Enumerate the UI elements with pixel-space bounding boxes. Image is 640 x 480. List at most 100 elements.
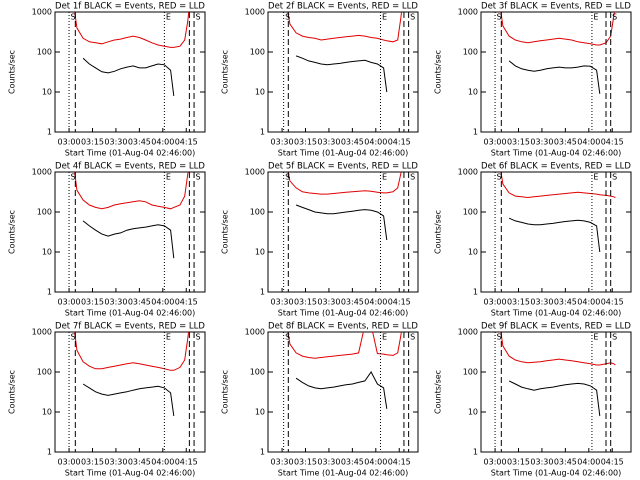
series-line	[508, 60, 601, 94]
x-tick-label: 03:15	[294, 138, 317, 147]
x-tick-label: 03:15	[81, 458, 104, 467]
x-tick-label: 04:00	[151, 298, 174, 307]
x-tick-label: 03:45	[554, 298, 577, 307]
x-tick-label: 04:00	[364, 138, 387, 147]
series-line	[82, 220, 175, 259]
series-line	[500, 12, 615, 46]
x-tick-label: 03:30	[530, 138, 553, 147]
x-tick-label: 03:30	[271, 138, 294, 147]
series-line	[295, 55, 388, 93]
y-tick-label: 1000	[458, 8, 478, 17]
series-line	[287, 172, 402, 195]
x-tick-label: 03:30	[317, 298, 340, 307]
marker-label: S	[196, 173, 201, 182]
x-tick-label: 03:15	[507, 298, 530, 307]
marker-label: E	[382, 173, 387, 182]
marker-label: S	[410, 173, 415, 182]
plot-frame	[267, 331, 419, 453]
plot-frame	[267, 11, 419, 133]
y-tick-label: 1000	[245, 8, 265, 17]
series-line	[295, 204, 388, 241]
marker-label: E	[382, 333, 387, 342]
x-tick-label: 03:30	[271, 298, 294, 307]
marker-label: S	[497, 333, 502, 342]
y-tick-label: 1000	[32, 8, 52, 17]
y-tick-label: 100	[37, 368, 52, 377]
y-tick-label: 100	[463, 208, 478, 217]
x-tick-label: 03:00	[484, 298, 507, 307]
marker-label: E	[593, 333, 598, 342]
plot-frame	[54, 171, 206, 293]
series-line	[508, 217, 601, 253]
marker-label: E	[166, 13, 171, 22]
chart-title: Det 7f BLACK = Events, RED = LLD	[55, 322, 205, 332]
y-tick-label: 100	[250, 208, 265, 217]
panel: Det 8f BLACK = Events, RED = LLD Counts/s…	[221, 322, 419, 478]
x-tick-label: 04:00	[577, 458, 600, 467]
chart-title: Det 1f BLACK = Events, RED = LLD	[55, 2, 205, 12]
y-tick-label: 1000	[245, 168, 265, 177]
x-tick-label: 04:15	[601, 298, 624, 307]
x-tick-label: 04:15	[175, 458, 198, 467]
x-tick-label: 03:30	[530, 298, 553, 307]
y-tick-label: 10	[42, 408, 52, 417]
y-tick-label: 10	[468, 408, 478, 417]
marker-label: S	[71, 173, 76, 182]
x-tick-label: 03:15	[81, 138, 104, 147]
y-tick-label: 100	[37, 48, 52, 57]
plot-frame	[480, 171, 632, 293]
y-tick-label: 1	[473, 288, 478, 297]
series-line	[500, 332, 616, 366]
series-line	[82, 383, 175, 416]
chart-title: Det 3f BLACK = Events, RED = LLD	[481, 2, 631, 12]
y-tick-label: 10	[468, 248, 478, 257]
series-line	[295, 371, 388, 409]
y-tick-label: 1	[47, 128, 52, 137]
marker-label: S	[612, 333, 617, 342]
chart-title: Det 5f BLACK = Events, RED = LLD	[268, 162, 418, 172]
x-axis-label: Start Time (01-Aug-04 02:46:00)	[278, 309, 409, 318]
y-tick-label: 100	[250, 368, 265, 377]
x-tick-label: 04:15	[388, 298, 411, 307]
x-tick-label: 03:15	[507, 458, 530, 467]
chart-title: Det 4f BLACK = Events, RED = LLD	[55, 162, 205, 172]
x-tick-label: 03:30	[104, 298, 127, 307]
marker-label: E	[166, 333, 171, 342]
marker-label: S	[285, 333, 290, 342]
y-tick-label: 1000	[32, 328, 52, 337]
x-axis-label: Start Time (01-Aug-04 02:46:00)	[65, 469, 196, 478]
x-tick-label: 04:00	[364, 298, 387, 307]
x-tick-label: 03:30	[317, 458, 340, 467]
y-tick-label: 1	[473, 128, 478, 137]
y-tick-label: 10	[468, 88, 478, 97]
x-tick-label: 03:15	[294, 298, 317, 307]
y-tick-label: 100	[463, 368, 478, 377]
panel: Det 5f BLACK = Events, RED = LLD Counts/s…	[221, 162, 419, 318]
marker-label: S	[410, 13, 415, 22]
panel: Det 1f BLACK = Events, RED = LLD Counts/s…	[8, 2, 206, 158]
marker-label: S	[612, 173, 617, 182]
x-tick-label: 04:00	[151, 458, 174, 467]
x-tick-label: 03:15	[507, 138, 530, 147]
y-axis-label: Counts/sec	[434, 370, 443, 414]
x-tick-label: 04:15	[388, 138, 411, 147]
x-tick-label: 03:30	[530, 458, 553, 467]
x-tick-label: 03:45	[554, 458, 577, 467]
series-line	[74, 332, 190, 371]
x-tick-label: 04:15	[388, 458, 411, 467]
x-tick-label: 03:45	[341, 138, 364, 147]
x-tick-label: 04:15	[175, 298, 198, 307]
marker-label: S	[285, 173, 290, 182]
y-tick-label: 10	[42, 248, 52, 257]
panel: Det 2f BLACK = Events, RED = LLD Counts/s…	[221, 2, 419, 158]
plot-frame	[480, 331, 632, 453]
x-tick-label: 04:15	[601, 458, 624, 467]
x-axis-label: Start Time (01-Aug-04 02:46:00)	[491, 469, 622, 478]
plot-frame	[54, 11, 206, 133]
x-axis-label: Start Time (01-Aug-04 02:46:00)	[278, 149, 409, 158]
x-tick-label: 03:15	[294, 458, 317, 467]
plot-frame	[480, 11, 632, 133]
y-axis-label: Counts/sec	[221, 50, 230, 94]
panel: Det 7f BLACK = Events, RED = LLD Counts/s…	[8, 322, 206, 478]
